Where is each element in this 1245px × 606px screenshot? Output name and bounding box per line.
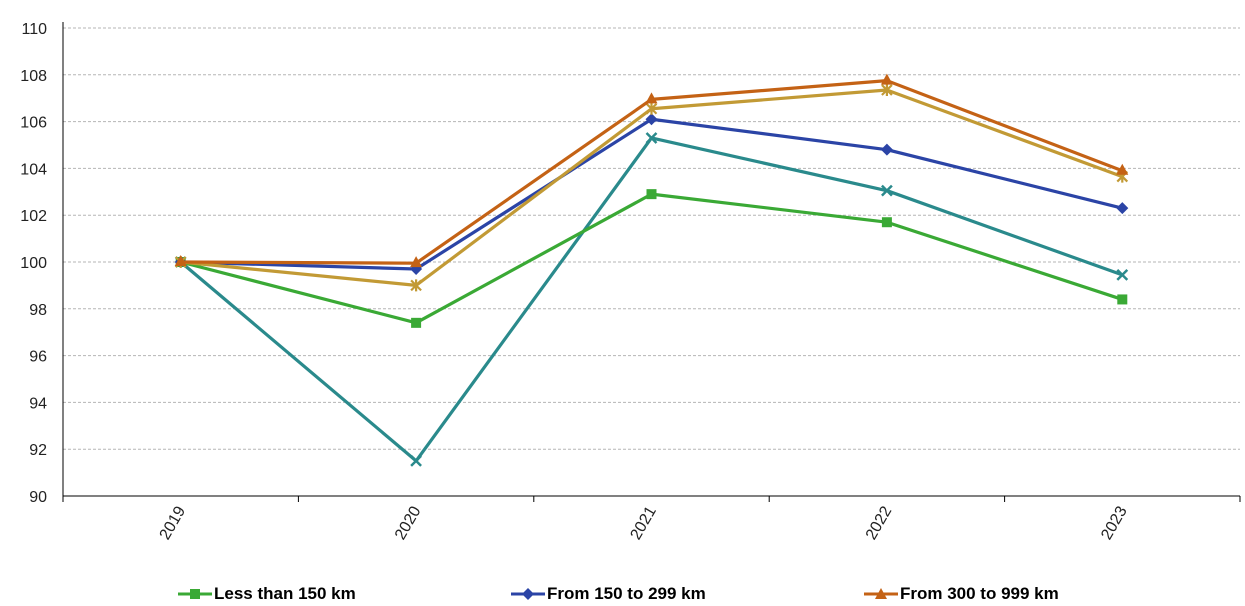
series-5-point-2023 <box>1116 268 1129 281</box>
legend-item-series-1: Less than 150 km <box>178 584 356 604</box>
series-1-point-2020 <box>411 317 422 328</box>
x-tick-label: 2021 <box>627 503 660 542</box>
y-tick-label: 104 <box>20 161 47 178</box>
legend-item-series-2: From 150 to 299 km <box>511 584 706 604</box>
y-tick-label: 110 <box>21 21 47 38</box>
legend-label-series-3: From 300 to 999 km <box>900 584 1059 603</box>
y-tick-label: 92 <box>29 442 47 459</box>
series-1-point-2022 <box>881 217 892 228</box>
y-tick-label: 94 <box>29 395 47 412</box>
y-tick-label: 98 <box>29 302 47 319</box>
y-tick-label: 108 <box>20 68 47 85</box>
legend-label-series-1: Less than 150 km <box>214 584 356 603</box>
legend-square-marker-icon <box>178 589 212 599</box>
legend-diamond-marker-icon <box>511 588 545 600</box>
series-5-point-2021 <box>645 132 658 144</box>
chart-legend: Less than 150 km From 150 to 299 km From… <box>0 584 1245 606</box>
series-1-point-2021 <box>646 189 657 200</box>
series-4-point-2022 <box>881 84 893 97</box>
series-4-point-2021 <box>645 102 658 115</box>
x-tick-label: 2022 <box>863 503 896 542</box>
series-2-point-2023 <box>1116 202 1129 215</box>
x-tick-label: 2023 <box>1098 503 1131 542</box>
legend-item-series-3: From 300 to 999 km <box>864 584 1059 604</box>
series-3-point-2021 <box>645 92 658 104</box>
series-2-point-2021 <box>645 113 658 126</box>
y-tick-label: 102 <box>20 208 47 225</box>
legend-triangle-marker-icon <box>864 588 898 599</box>
y-tick-label: 100 <box>20 255 47 272</box>
line-chart: 90 92 94 96 98 100 102 104 106 108 110 2019 2020 2021… <box>20 21 1241 543</box>
y-tick-label: 90 <box>29 489 47 506</box>
series-1-point-2023 <box>1117 294 1128 305</box>
x-tick-label: 2019 <box>157 503 190 542</box>
series-3-point-2020 <box>410 256 423 268</box>
series-3-point-2019 <box>174 255 187 266</box>
series-line-1 <box>180 192 1123 325</box>
x-tick-label: 2020 <box>392 503 425 542</box>
y-tick-label: 106 <box>20 115 47 132</box>
series-3-point-2022 <box>880 73 893 85</box>
legend-label-series-2: From 150 to 299 km <box>547 584 706 603</box>
series-5-point-2022 <box>881 184 893 197</box>
series-5-point-2020 <box>410 455 422 467</box>
series-3-point-2023 <box>1116 163 1129 175</box>
y-tick-label: 96 <box>29 349 47 366</box>
series-4-point-2020 <box>410 279 422 292</box>
series-2-point-2022 <box>880 143 893 156</box>
